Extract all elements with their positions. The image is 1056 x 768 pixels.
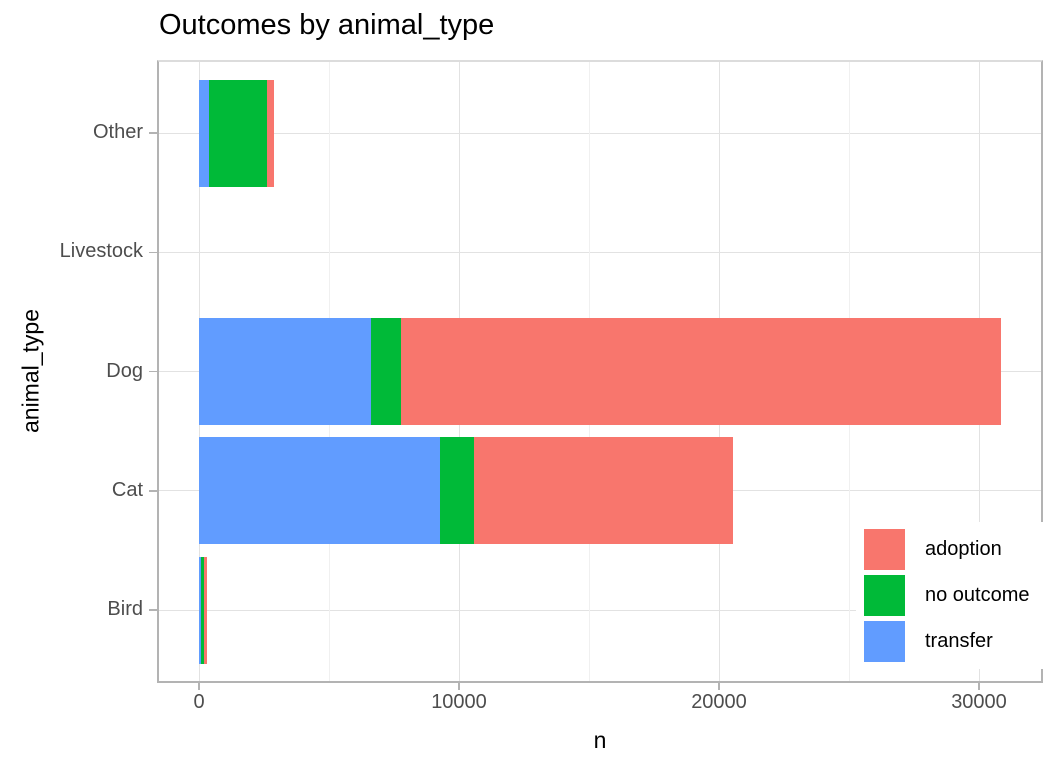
x-tick-label: 20000 (691, 691, 747, 713)
bar-segment-transfer (199, 437, 441, 545)
plot-panel: 0 10000 20000 30000 Other Livestock Dog Cat Bird (60, 60, 1043, 713)
legend-label: transfer (925, 630, 993, 652)
legend-entry: transfer (864, 621, 1056, 662)
bar-segment-adoption (401, 318, 1001, 425)
y-tick-mark (149, 251, 157, 253)
legend-entry: no outcome (864, 575, 1056, 616)
gridline-horizontal (159, 132, 1041, 134)
x-tick-mark (718, 683, 720, 690)
y-tick-label: Livestock (59, 240, 143, 263)
bar-segment-transfer (199, 79, 209, 187)
y-tick-label: Other (92, 121, 143, 143)
legend-entry: adoption (864, 529, 1056, 570)
x-tick-label: 30000 (951, 691, 1007, 713)
x-tick-mark (458, 683, 460, 690)
bar-segment-no-outcome (440, 437, 475, 545)
legend-label: no outcome (925, 584, 1030, 606)
bar-segment-no-outcome (200, 556, 204, 664)
y-tick-mark (149, 609, 157, 611)
bar-segment-adoption (266, 79, 274, 187)
bar-segment-no-outcome (370, 318, 401, 425)
chart-title: Outcomes by animal_type (159, 9, 495, 41)
bar-segment-transfer (199, 556, 201, 664)
legend-swatch (864, 575, 905, 616)
x-tick-mark (978, 683, 980, 690)
y-tick-label: Bird (107, 598, 143, 620)
gridline-horizontal (159, 251, 1041, 253)
bar-segment-adoption (474, 437, 734, 545)
bar-dog (199, 318, 1001, 425)
bar-segment-transfer (199, 318, 371, 425)
legend-swatch (864, 621, 905, 662)
y-tick-label: Dog (106, 359, 143, 382)
gridline-horizontal (159, 609, 1041, 611)
x-tick-label: 10000 (431, 691, 487, 713)
x-axis-title: n (593, 727, 607, 753)
legend-swatch (864, 529, 905, 570)
x-tick-mark (198, 683, 200, 690)
legend-label: adoption (925, 538, 1002, 560)
legend: adoption no outcome transfer (856, 522, 1056, 669)
bar-segment-no-outcome (209, 79, 267, 187)
x-tick-label: 0 (193, 691, 205, 713)
y-tick-label: Cat (111, 478, 143, 501)
y-tick-mark (149, 370, 157, 373)
bar-cat (199, 437, 734, 545)
bar-bird (199, 556, 207, 664)
y-tick-mark (149, 132, 157, 134)
bar-other (199, 79, 274, 187)
bar-segment-adoption (203, 556, 207, 664)
y-tick-mark (149, 490, 157, 492)
